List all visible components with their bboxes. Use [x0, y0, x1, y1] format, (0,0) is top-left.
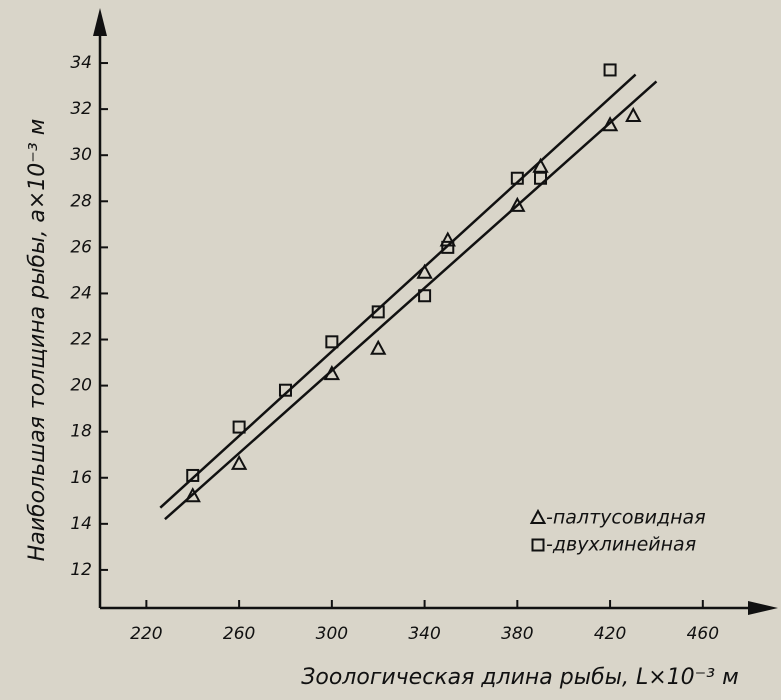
point: [323, 364, 341, 381]
x-tick-label: 260: [223, 624, 255, 644]
y-tick-label: 22: [70, 330, 92, 350]
legend-label: -палтусовидная: [546, 507, 706, 529]
y-tick-label: 18: [70, 422, 92, 442]
point: [441, 240, 455, 254]
point: [418, 289, 432, 303]
y-tick-label: 30: [70, 145, 92, 165]
point: [325, 335, 339, 349]
trend-line: [159, 73, 637, 509]
y-tick-label: 26: [70, 237, 92, 257]
y-tick-label: 28: [70, 191, 92, 211]
legend-marker: [529, 508, 547, 524]
y-tick-label: 24: [70, 283, 92, 303]
y-tick-label: 34: [70, 53, 92, 73]
x-tick-label: 340: [408, 624, 440, 644]
legend-label: -двухлинейная: [546, 534, 696, 556]
point: [232, 420, 246, 434]
x-axis-arrow: [748, 601, 778, 615]
point: [371, 305, 385, 319]
x-tick-label: 220: [130, 624, 162, 644]
y-axis-title: Наибольшая толщина рыбы, a×10⁻³ м: [25, 119, 50, 562]
point: [625, 106, 642, 123]
x-tick-label: 420: [594, 624, 626, 644]
x-axis-title: Зоологическая длина рыбы, L×10⁻³ м: [301, 665, 738, 690]
point: [186, 468, 200, 482]
point: [278, 383, 292, 397]
point: [510, 171, 524, 185]
legend-marker: [531, 538, 545, 552]
point: [603, 63, 617, 77]
point: [230, 454, 248, 470]
point: [509, 196, 526, 212]
y-axis-arrow: [93, 8, 107, 36]
point: [184, 487, 201, 503]
point: [416, 263, 433, 279]
y-tick-label: 14: [70, 514, 92, 534]
point: [534, 171, 548, 185]
trend-line: [164, 80, 658, 521]
y-tick-label: 32: [70, 99, 92, 119]
x-tick-label: 300: [316, 624, 348, 644]
x-tick-label: 380: [501, 624, 533, 644]
y-tick-label: 16: [70, 468, 92, 488]
point: [601, 116, 619, 132]
y-tick-label: 12: [70, 560, 92, 580]
point: [370, 339, 387, 355]
x-tick-label: 460: [687, 624, 719, 644]
y-tick-label: 20: [70, 376, 92, 396]
